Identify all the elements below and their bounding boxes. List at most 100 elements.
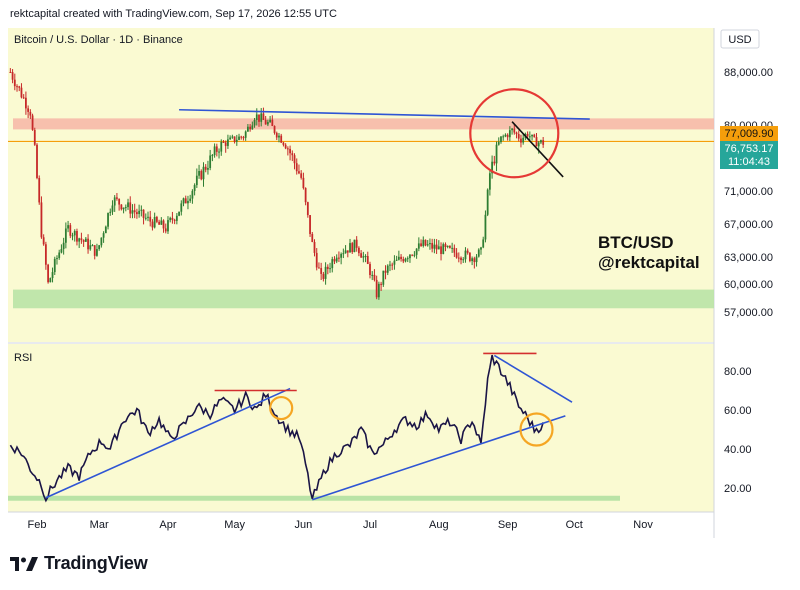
candle-body xyxy=(500,136,502,143)
candle-body xyxy=(25,97,27,109)
candle-body xyxy=(44,244,47,265)
candle-body xyxy=(309,215,311,235)
price-axis-tick-label: 88,000.00 xyxy=(724,67,773,79)
support-zone xyxy=(13,289,714,309)
rsi-oversold-band xyxy=(8,495,620,501)
candle-body xyxy=(329,268,331,270)
candle-body xyxy=(466,250,469,253)
candle-body xyxy=(147,216,149,218)
candle-body xyxy=(382,270,385,285)
candle-body xyxy=(440,246,442,254)
candle-body xyxy=(349,243,351,253)
candle-body xyxy=(533,134,536,138)
candle-body xyxy=(98,245,101,250)
candle-body xyxy=(293,155,296,164)
candle-body xyxy=(111,205,114,212)
chart-title: Bitcoin / U.S. Dollar · 1D · Binance xyxy=(14,34,183,46)
candle-body xyxy=(249,126,252,130)
currency-selector[interactable] xyxy=(720,29,760,49)
candle-body xyxy=(402,259,405,262)
candle-body xyxy=(11,72,14,80)
candle-body xyxy=(508,130,511,138)
candle-body xyxy=(422,239,425,246)
candle-body xyxy=(207,168,209,170)
candle-body xyxy=(469,252,471,262)
candle-body xyxy=(84,238,87,242)
candle-body xyxy=(355,239,358,248)
candle-body xyxy=(511,128,513,131)
candle-body xyxy=(346,250,349,253)
candle-body xyxy=(224,142,227,146)
candle-body xyxy=(162,220,165,229)
candle-body xyxy=(47,264,49,283)
rsi-title: RSI xyxy=(14,352,32,364)
candle-body xyxy=(53,258,56,273)
candle-body xyxy=(16,86,18,88)
candle-body xyxy=(517,133,520,139)
candle-body xyxy=(266,122,269,125)
candle-body xyxy=(13,79,16,87)
candle-body xyxy=(338,257,340,259)
time-axis-tick-label: May xyxy=(224,519,245,531)
candle-body xyxy=(184,198,187,204)
candle-body xyxy=(118,198,121,205)
candle-body xyxy=(413,254,416,256)
candle-body xyxy=(484,214,487,240)
price-axis-tick-label: 63,000.00 xyxy=(724,252,773,264)
candle-body xyxy=(477,249,480,257)
rsi-highlight-circle xyxy=(519,412,554,447)
candle-body xyxy=(344,250,347,254)
candle-body xyxy=(449,245,451,248)
rsi-line xyxy=(9,354,544,503)
candle-body xyxy=(318,267,320,269)
candle-body xyxy=(73,231,76,236)
candle-body xyxy=(322,273,325,279)
candle-body xyxy=(222,141,225,143)
candle-body xyxy=(31,115,34,130)
candle-body xyxy=(200,170,203,180)
time-axis-tick-label: Oct xyxy=(566,519,583,531)
candle-body xyxy=(120,204,123,210)
candle-body xyxy=(251,125,254,130)
candle-body xyxy=(406,258,409,260)
candle-body xyxy=(242,137,245,139)
candle-body xyxy=(100,237,103,246)
candle-body xyxy=(284,144,287,149)
tradingview-logo: TradingView xyxy=(10,553,148,574)
candle-body xyxy=(488,173,491,190)
candle-body xyxy=(155,216,158,222)
candle-body xyxy=(36,144,38,179)
candle-body xyxy=(404,258,407,262)
currency-label: USD xyxy=(728,34,751,46)
candle-body xyxy=(69,225,72,236)
price-axis-tick-label: 57,000.00 xyxy=(724,307,773,319)
candle-body xyxy=(384,270,387,273)
candle-body xyxy=(22,97,25,99)
price-axis-tick-label: 71,000.00 xyxy=(724,186,773,198)
candle-body xyxy=(433,244,436,249)
candle-body xyxy=(429,243,431,245)
candle-body xyxy=(460,257,462,261)
candle-body xyxy=(18,86,21,88)
candle-body xyxy=(182,198,185,204)
candle-body xyxy=(149,216,152,222)
candle-body xyxy=(173,219,176,221)
candle-body xyxy=(180,203,183,212)
candle-body xyxy=(87,238,89,250)
candle-body xyxy=(358,247,360,254)
candle-body xyxy=(280,135,283,143)
candle-body xyxy=(360,253,363,258)
candle-body xyxy=(9,72,12,73)
candle-body xyxy=(531,134,533,137)
time-axis-tick-label: Jul xyxy=(363,519,377,531)
candle-body xyxy=(369,263,371,276)
candle-body xyxy=(495,144,498,164)
candle-body xyxy=(260,113,263,122)
candle-body xyxy=(71,235,74,237)
candle-body xyxy=(175,215,178,221)
candle-body xyxy=(60,249,63,253)
candle-body xyxy=(480,247,482,250)
candle-body xyxy=(109,211,112,214)
